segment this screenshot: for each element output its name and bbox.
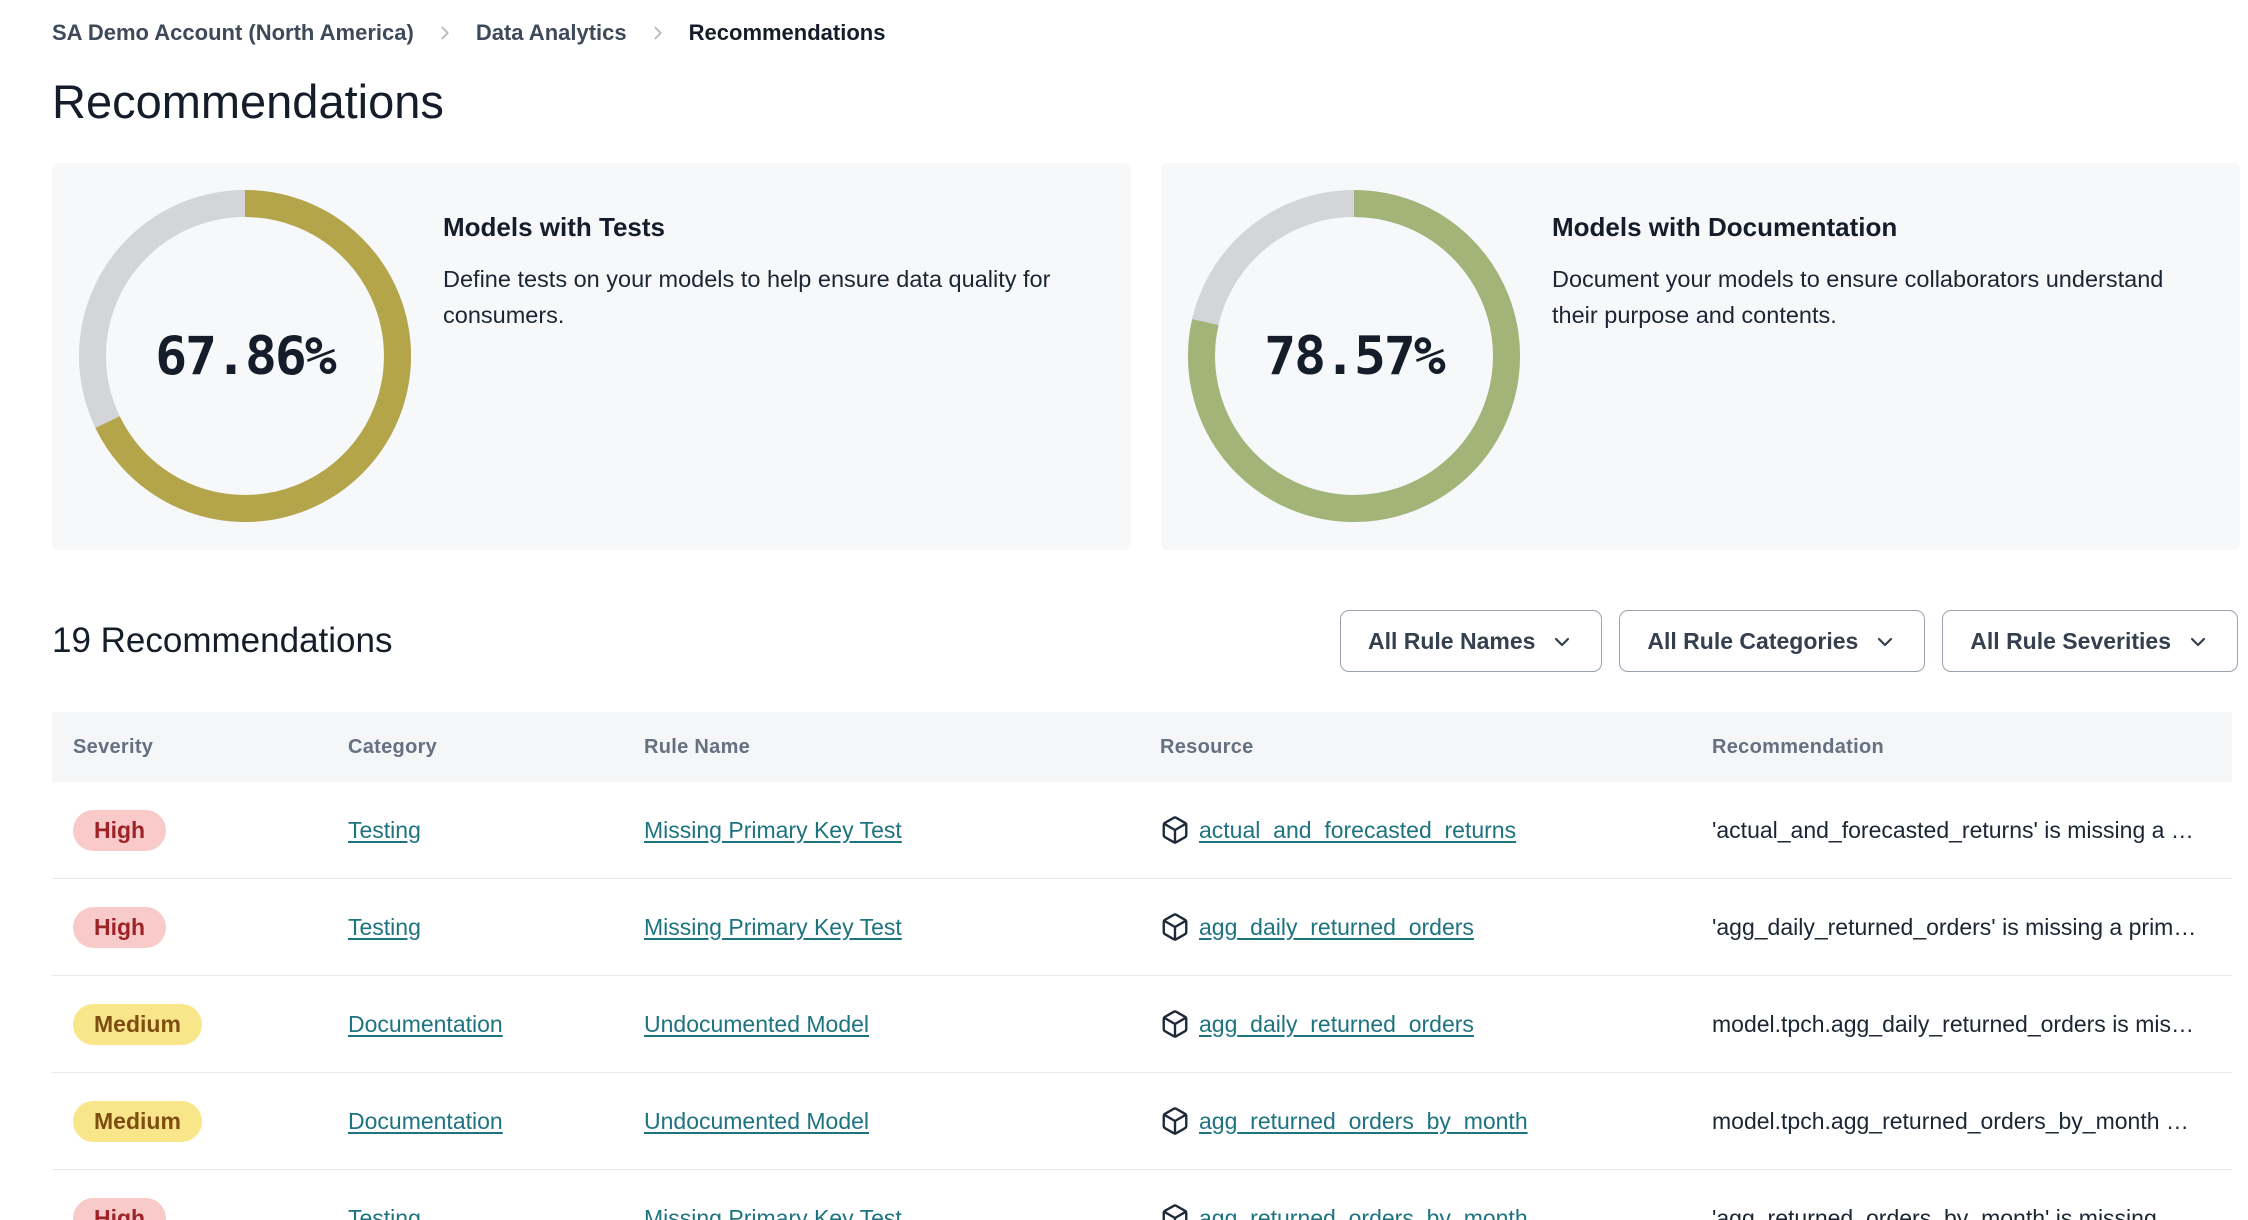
category-link[interactable]: Documentation <box>348 1107 503 1134</box>
list-header: 19 Recommendations All Rule Names All Ru… <box>52 610 2240 672</box>
severity-badge: High <box>73 906 167 948</box>
chevron-right-icon <box>647 22 669 44</box>
recommendations-page: SA Demo Account (North America) Data Ana… <box>0 20 2248 1220</box>
column-header-resource: Resource <box>1160 735 1254 758</box>
card-description: Document your models to ensure collabora… <box>1552 266 2164 329</box>
table-row: High Testing Missing Primary Key Test ac… <box>52 782 2232 879</box>
rule-name-link[interactable]: Missing Primary Key Test <box>644 816 902 843</box>
category-link[interactable]: Testing <box>348 913 421 940</box>
card-title: Models with Tests <box>443 212 665 242</box>
breadcrumb-account[interactable]: SA Demo Account (North America) <box>52 20 414 45</box>
card-description: Define tests on your models to help ensu… <box>443 266 1051 329</box>
model-cube-icon <box>1162 1010 1188 1038</box>
column-header-recommendation: Recommendation <box>1712 735 1885 758</box>
chevron-down-icon <box>1878 637 1893 647</box>
tests-donut-chart: 67.86% <box>79 190 411 522</box>
severity-badge: High <box>73 1197 167 1220</box>
donut-value-arc <box>1188 190 1520 522</box>
model-cube-icon <box>1162 816 1188 844</box>
filter-rule-names[interactable]: All Rule Names <box>1339 610 1603 672</box>
resource-link[interactable]: actual_and_forecasted_returns <box>1199 816 1517 843</box>
filter-bar: All Rule Names All Rule Categories All R… <box>1339 610 2238 672</box>
filter-label: All Rule Severities <box>1970 627 2171 654</box>
chevron-right-icon <box>434 22 456 44</box>
recommendations-table: Severity Category Rule Name Resource Rec… <box>52 712 2232 1220</box>
breadcrumb-current: Recommendations <box>688 20 886 45</box>
category-link[interactable]: Testing <box>348 1204 421 1220</box>
filter-rule-severities[interactable]: All Rule Severities <box>1942 610 2238 672</box>
breadcrumb: SA Demo Account (North America) Data Ana… <box>52 20 2240 46</box>
card-models-with-tests: 67.86% Models with Tests Define tests on… <box>52 163 1131 550</box>
model-cube-icon <box>1162 913 1188 941</box>
column-header-rule-name: Rule Name <box>644 735 751 758</box>
rule-name-link[interactable]: Undocumented Model <box>644 1107 870 1134</box>
rule-name-link[interactable]: Missing Primary Key Test <box>644 1204 902 1220</box>
card-models-with-documentation: 78.57% Models with Documentation Documen… <box>1161 163 2240 550</box>
documentation-donut-chart: 78.57% <box>1188 190 1520 522</box>
severity-badge: Medium <box>73 1003 202 1045</box>
chevron-down-icon <box>2190 637 2206 647</box>
model-cube-icon <box>1162 1204 1188 1220</box>
category-link[interactable]: Documentation <box>348 1010 503 1037</box>
column-header-category: Category <box>348 735 438 758</box>
rule-name-link[interactable]: Missing Primary Key Test <box>644 913 902 940</box>
filter-label: All Rule Categories <box>1647 627 1859 654</box>
table-row: Medium Documentation Undocumented Model … <box>52 1073 2232 1170</box>
recommendation-text: 'actual_and_forecasted_returns' is missi… <box>1712 816 2194 843</box>
model-cube-icon <box>1162 1107 1188 1135</box>
severity-badge: Medium <box>73 1100 202 1142</box>
rule-name-link[interactable]: Undocumented Model <box>644 1010 870 1037</box>
page-title: Recommendations <box>52 75 444 128</box>
recommendation-text: model.tpch.agg_returned_orders_by_month … <box>1712 1107 2189 1134</box>
column-header-severity: Severity <box>73 735 154 758</box>
recommendation-text: 'agg_daily_returned_orders' is missing a… <box>1712 913 2197 940</box>
filter-rule-categories[interactable]: All Rule Categories <box>1619 610 1926 672</box>
breadcrumb-project[interactable]: Data Analytics <box>475 20 627 45</box>
filter-label: All Rule Names <box>1367 627 1536 654</box>
documentation-percent-value: 78.57% <box>1264 325 1445 387</box>
resource-link[interactable]: agg_returned_orders_by_month <box>1199 1107 1528 1134</box>
category-link[interactable]: Testing <box>348 816 421 843</box>
recommendation-text: 'agg_returned_orders_by_month' is missin… <box>1712 1204 2187 1220</box>
resource-link[interactable]: agg_returned_orders_by_month <box>1199 1204 1528 1220</box>
donut-value-arc <box>79 190 411 522</box>
resource-link[interactable]: agg_daily_returned_orders <box>1199 1010 1474 1037</box>
recommendations-count-heading: 19 Recommendations <box>52 621 393 660</box>
metric-cards: 67.86% Models with Tests Define tests on… <box>52 163 2240 550</box>
table-body: High Testing Missing Primary Key Test ac… <box>52 782 2232 1220</box>
tests-percent-value: 67.86% <box>155 325 336 387</box>
table-row: High Testing Missing Primary Key Test ag… <box>52 879 2232 976</box>
chevron-down-icon <box>1555 637 1570 647</box>
severity-badge: High <box>73 809 167 851</box>
resource-link[interactable]: agg_daily_returned_orders <box>1199 913 1474 940</box>
table-row: High Testing Missing Primary Key Test ag… <box>52 1170 2232 1220</box>
recommendation-text: model.tpch.agg_daily_returned_orders is … <box>1712 1010 2194 1037</box>
table-header: Severity Category Rule Name Resource Rec… <box>52 712 2232 782</box>
table-row: Medium Documentation Undocumented Model … <box>52 976 2232 1073</box>
card-title: Models with Documentation <box>1552 212 1898 242</box>
